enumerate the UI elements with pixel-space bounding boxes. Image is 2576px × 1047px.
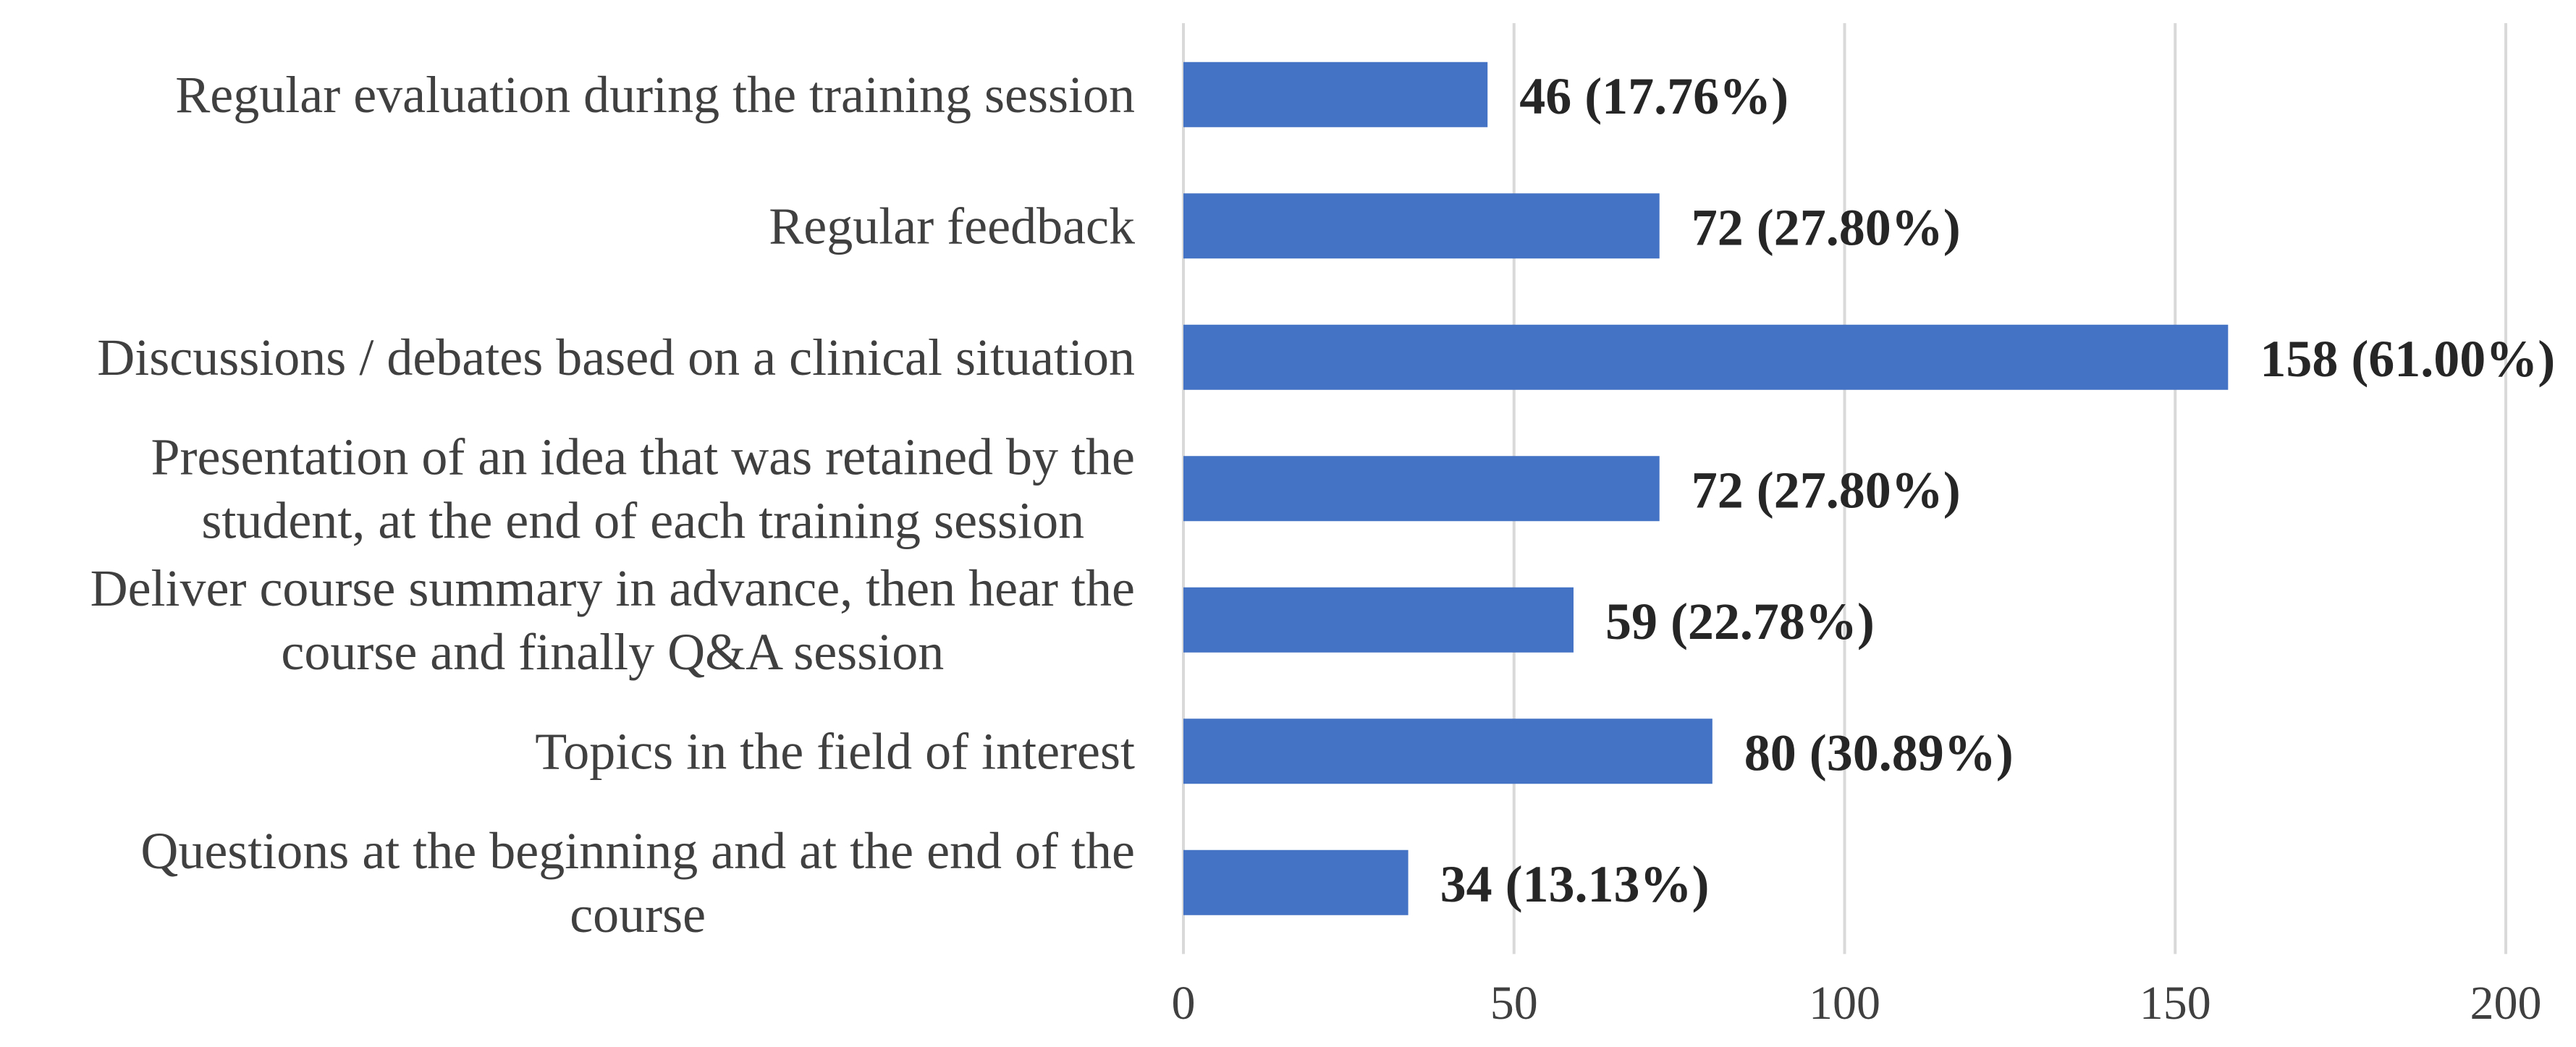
data-label: 46 (17.76%) xyxy=(1519,67,1789,125)
x-tick-label: 100 xyxy=(1809,977,1880,1030)
bar xyxy=(1183,456,1660,522)
data-label: 158 (61.00%) xyxy=(2260,330,2555,388)
bar xyxy=(1183,719,1713,784)
gridlines xyxy=(1182,23,2507,954)
x-tick-label: 150 xyxy=(2140,977,2211,1030)
category-label: Deliver course summary in advance, then … xyxy=(90,559,1135,681)
category-label: Presentation of an idea that was retaine… xyxy=(151,428,1135,549)
x-tick-label: 0 xyxy=(1172,977,1196,1030)
x-tick-label: 200 xyxy=(2470,977,2542,1030)
bar xyxy=(1183,587,1574,653)
data-label: 34 (13.13%) xyxy=(1440,855,1710,913)
data-label: 72 (27.80%) xyxy=(1692,198,1961,256)
data-labels: 46 (17.76%) 72 (27.80%) 158 (61.00%) 72 (27… xyxy=(1440,67,2556,913)
category-label: Questions at the beginning and at the en… xyxy=(140,822,1135,944)
category-labels: Regular evaluation during the training s… xyxy=(90,66,1135,944)
data-label: 72 (27.80%) xyxy=(1692,461,1961,519)
bar xyxy=(1183,62,1488,127)
x-axis-tick-labels: 0 50 100 150 200 xyxy=(1172,977,2542,1030)
category-label: Regular evaluation during the training s… xyxy=(175,66,1135,124)
category-label: Topics in the field of interest xyxy=(535,722,1135,780)
bar xyxy=(1183,324,2229,390)
bar xyxy=(1183,193,1660,259)
bars xyxy=(1183,62,2229,915)
data-label: 80 (30.89%) xyxy=(1744,724,2014,781)
category-label: Regular feedback xyxy=(769,197,1135,255)
category-label: Discussions / debates based on a clinica… xyxy=(97,328,1135,386)
x-tick-label: 50 xyxy=(1490,977,1538,1030)
data-label: 59 (22.78%) xyxy=(1605,593,1875,650)
bar xyxy=(1183,849,1409,915)
